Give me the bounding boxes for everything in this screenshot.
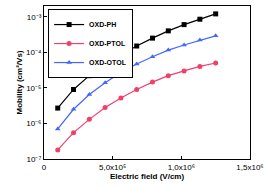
svg-text:10⁻⁵: 10⁻⁵ <box>26 84 41 93</box>
svg-text:0: 0 <box>42 163 47 172</box>
svg-text:5,0x10⁵: 5,0x10⁵ <box>99 163 126 172</box>
svg-text:OXD-OTOL: OXD-OTOL <box>89 59 127 66</box>
svg-text:Electric field (V/cm): Electric field (V/cm) <box>110 172 185 181</box>
svg-text:1,5x10⁶: 1,5x10⁶ <box>236 163 263 172</box>
svg-text:10⁻⁷: 10⁻⁷ <box>27 155 42 164</box>
svg-text:10⁻⁶: 10⁻⁶ <box>26 119 41 128</box>
svg-text:10⁻⁴: 10⁻⁴ <box>26 48 42 57</box>
svg-text:10⁻³: 10⁻³ <box>27 13 42 22</box>
svg-text:OXD-PTOL: OXD-PTOL <box>89 40 126 47</box>
svg-text:1,0x10⁶: 1,0x10⁶ <box>168 163 195 172</box>
svg-text:OXD-PH: OXD-PH <box>89 21 116 28</box>
svg-text:Mobility (cm²/Vs): Mobility (cm²/Vs) <box>15 50 24 114</box>
